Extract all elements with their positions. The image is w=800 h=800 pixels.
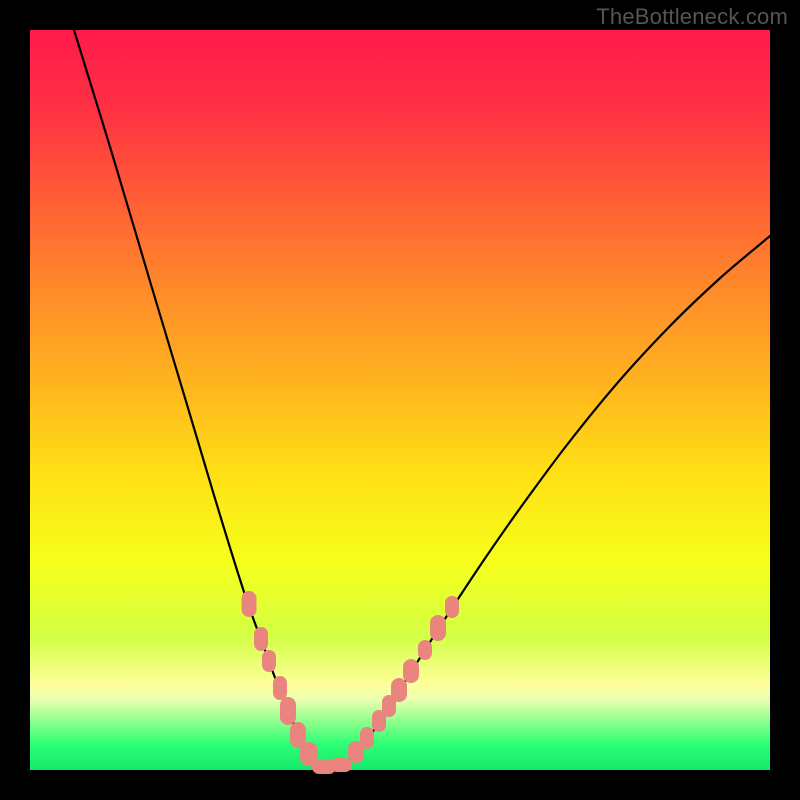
curve-marker	[445, 596, 459, 618]
curve-marker	[254, 627, 268, 651]
curve-marker	[280, 697, 296, 725]
curve-marker	[418, 640, 432, 660]
curve-marker	[391, 678, 407, 702]
plot-area	[30, 30, 770, 770]
curve-marker	[242, 591, 257, 617]
curve-marker	[273, 676, 287, 700]
curve-marker	[403, 659, 419, 683]
curve	[74, 30, 330, 769]
curve-marker	[430, 615, 446, 641]
stage: TheBottleneck.com	[0, 0, 800, 800]
watermark-text: TheBottleneck.com	[596, 4, 788, 30]
curve-marker	[262, 650, 276, 672]
curve-marker	[360, 727, 374, 749]
chart-svg	[30, 30, 770, 770]
curve-marker	[330, 758, 352, 772]
